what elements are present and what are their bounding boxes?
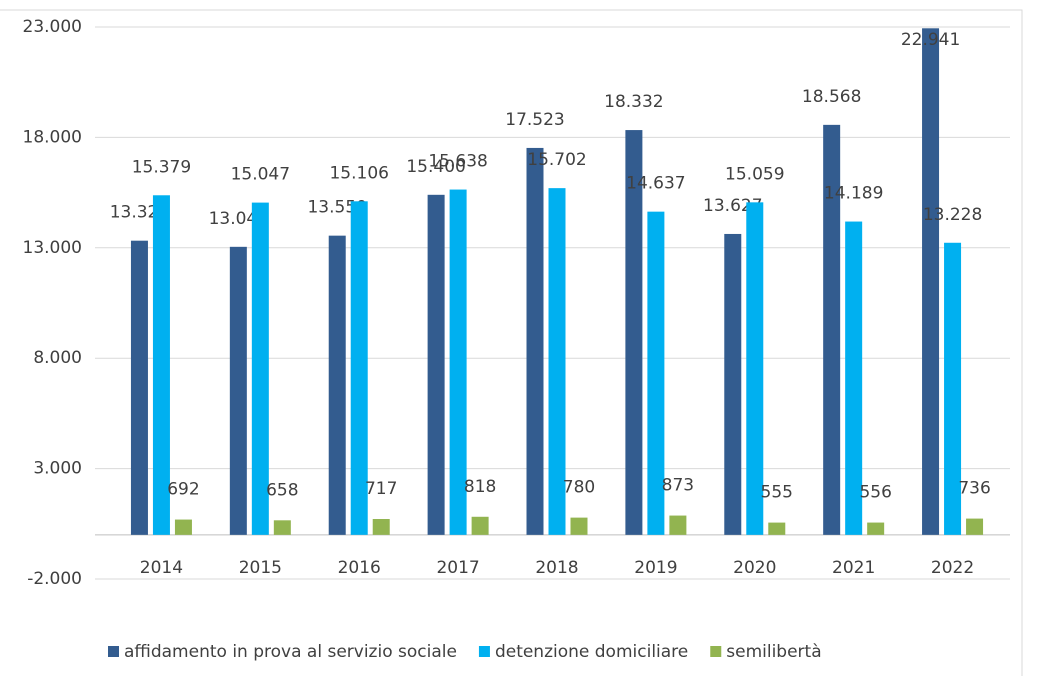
bar [625, 130, 643, 535]
data-label: 15.106 [329, 163, 388, 183]
bar [944, 242, 962, 535]
legend-swatch [710, 646, 722, 657]
data-label: 15.059 [725, 164, 784, 184]
bar [328, 235, 346, 535]
data-label: 13.228 [923, 205, 982, 225]
bar [372, 519, 390, 535]
bar [746, 202, 764, 535]
data-label: 18.568 [802, 87, 861, 107]
bar [570, 517, 588, 535]
data-label: 17.523 [505, 110, 564, 130]
x-tick-label: 2021 [832, 558, 875, 578]
bar [350, 201, 368, 535]
bar [845, 221, 863, 535]
data-label: 15.400 [406, 157, 465, 177]
data-label: 873 [662, 476, 694, 496]
x-tick-label: 2017 [436, 558, 479, 578]
bar [669, 515, 687, 535]
x-tick-label: 2018 [535, 558, 578, 578]
bar [647, 211, 665, 535]
bar [174, 519, 192, 535]
y-tick-label: -2.000 [27, 569, 82, 589]
bar [548, 188, 566, 535]
y-tick-label: 8.000 [33, 348, 82, 368]
y-tick-label: 23.000 [23, 17, 82, 37]
x-tick-label: 2022 [931, 558, 974, 578]
bar [922, 28, 940, 535]
legend-label: detenzione domiciliare [495, 642, 688, 662]
bar [152, 195, 170, 535]
data-label: 692 [167, 480, 199, 500]
bar [526, 147, 544, 535]
legend-swatch [108, 646, 119, 657]
bar [449, 189, 467, 535]
x-tick-label: 2015 [239, 558, 282, 578]
legend-label: semilibertà [726, 642, 821, 662]
x-tick-label: 2020 [733, 558, 776, 578]
data-label: 18.332 [604, 92, 663, 112]
bar [724, 233, 742, 535]
data-label: 717 [365, 479, 397, 499]
chart-frame [0, 9, 1023, 676]
x-tick-label: 2016 [338, 558, 381, 578]
data-label: 736 [958, 479, 990, 499]
bar [823, 124, 841, 535]
data-label: 15.702 [527, 150, 586, 170]
bar [471, 516, 489, 535]
data-label: 818 [464, 477, 496, 497]
data-label: 15.379 [132, 157, 191, 177]
bar [966, 518, 984, 535]
bar [229, 246, 247, 535]
legend-swatch [478, 646, 490, 657]
data-label: 14.189 [824, 184, 883, 204]
data-label: 556 [859, 483, 891, 503]
y-tick-label: 18.000 [23, 127, 82, 147]
data-label: 658 [266, 480, 298, 500]
y-tick-label: 3.000 [33, 459, 82, 479]
data-label: 780 [563, 478, 595, 498]
data-label: 15.047 [231, 165, 290, 185]
data-label: 14.637 [626, 174, 685, 194]
bar [427, 194, 445, 535]
legend-label: affidamento in prova al servizio sociale [124, 642, 457, 662]
data-label: 555 [761, 483, 793, 503]
bar [768, 522, 786, 535]
bar [251, 202, 269, 535]
bar [867, 522, 885, 535]
x-tick-label: 2014 [140, 558, 183, 578]
bar [130, 240, 148, 535]
x-tick-label: 2019 [634, 558, 677, 578]
data-label: 15.638 [428, 152, 487, 172]
bar [273, 520, 291, 535]
y-tick-label: 13.000 [23, 238, 82, 258]
data-label: 22.941 [901, 30, 960, 50]
